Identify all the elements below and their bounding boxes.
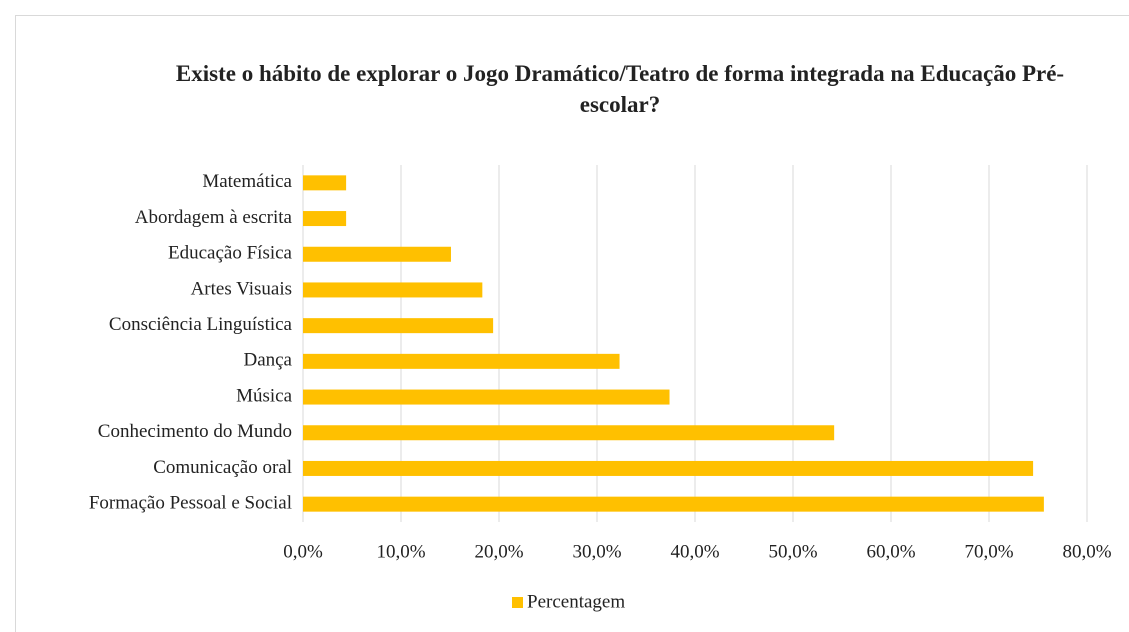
y-tick-label: Abordagem à escrita [135, 207, 293, 228]
bar [303, 175, 347, 191]
legend-swatch [512, 597, 523, 608]
bar [303, 211, 347, 227]
bar [303, 282, 483, 298]
bar [303, 318, 494, 334]
bar [303, 460, 1034, 476]
y-tick-label: Comunicação oral [153, 457, 292, 478]
y-tick-label: Consciência Linguística [109, 314, 293, 335]
bar [303, 496, 1044, 512]
bar [303, 425, 835, 441]
y-tick-label: Formação Pessoal e Social [89, 493, 292, 514]
x-tick-label: 70,0% [964, 541, 1013, 562]
y-tick-label: Artes Visuais [191, 278, 292, 299]
x-tick-label: 20,0% [474, 541, 523, 562]
x-tick-label: 60,0% [866, 541, 915, 562]
x-tick-label: 0,0% [283, 541, 323, 562]
bar [303, 246, 451, 262]
y-tick-label: Matemática [202, 171, 292, 192]
bar [303, 353, 620, 369]
x-tick-label: 50,0% [768, 541, 817, 562]
y-tick-label: Educação Física [168, 243, 293, 264]
y-tick-label: Dança [243, 350, 292, 371]
chart-frame [15, 15, 1129, 632]
chart-title: Existe o hábito de explorar o Jogo Dramá… [175, 61, 1065, 117]
y-tick-label: Conhecimento do Mundo [98, 421, 292, 442]
legend-label: Percentagem [527, 591, 625, 612]
x-tick-label: 80,0% [1062, 541, 1111, 562]
x-tick-label: 30,0% [572, 541, 621, 562]
y-tick-label: Música [236, 385, 293, 406]
x-tick-label: 40,0% [670, 541, 719, 562]
x-tick-label: 10,0% [376, 541, 425, 562]
bar [303, 389, 670, 405]
